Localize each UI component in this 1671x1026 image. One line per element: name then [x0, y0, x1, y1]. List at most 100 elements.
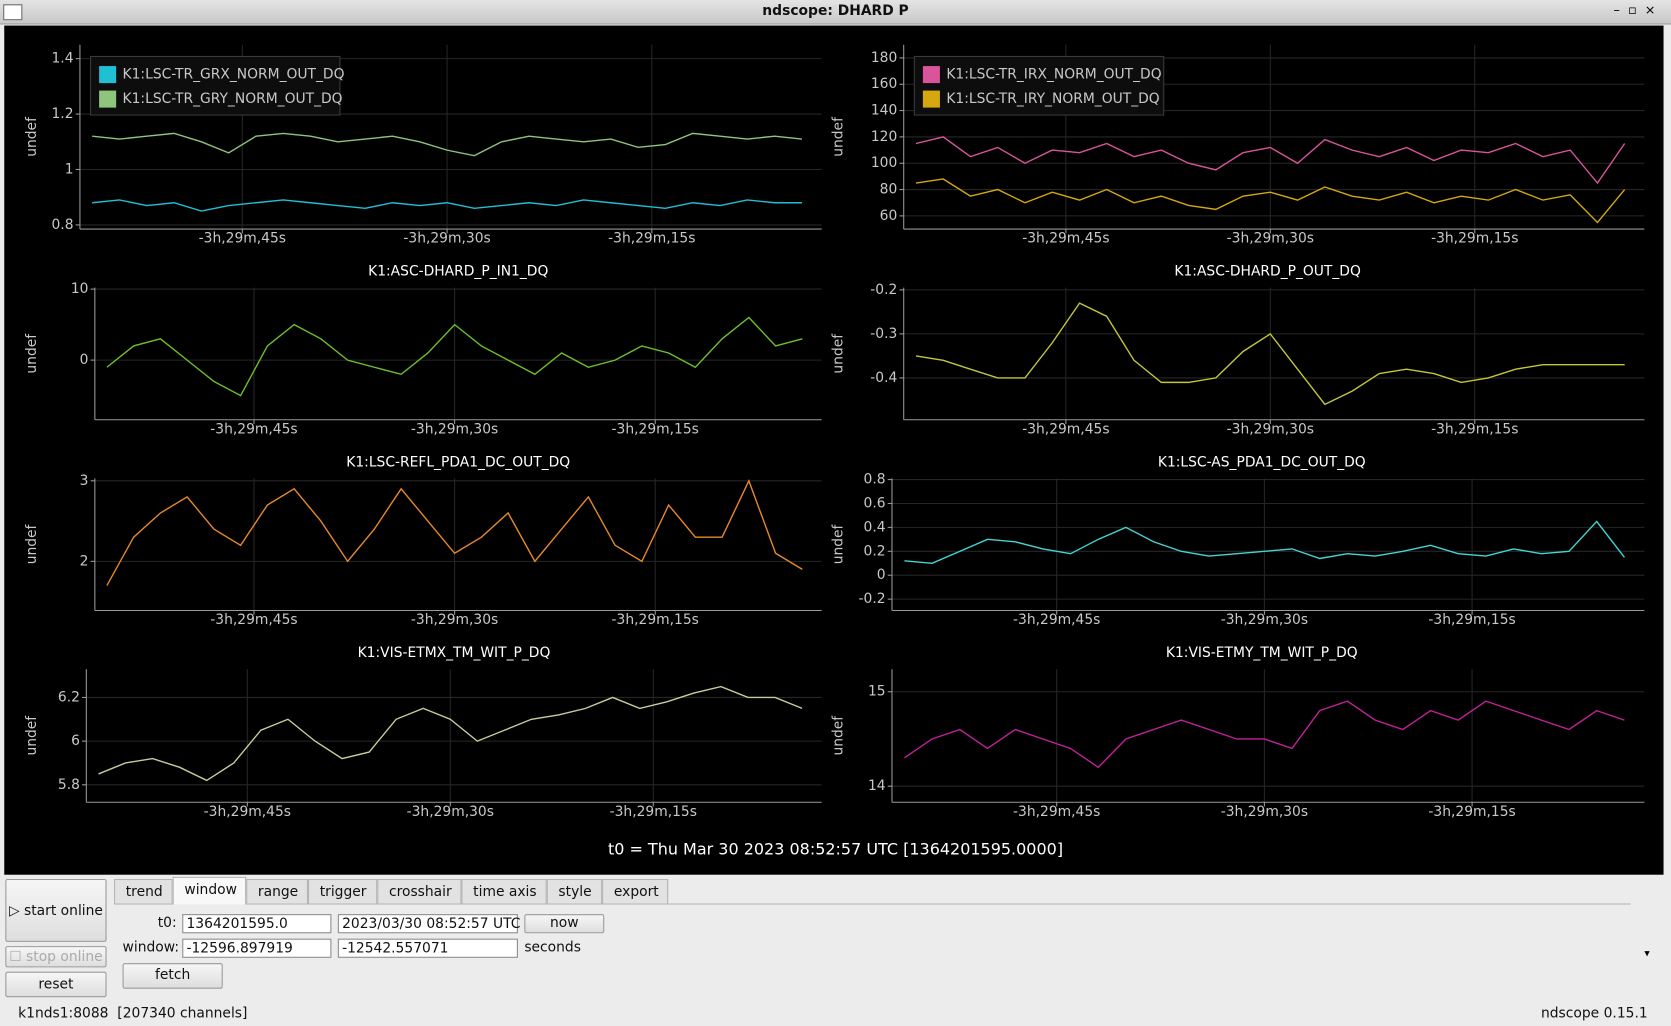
trace [106, 479, 803, 586]
window-start-input[interactable]: -12596.897919 [182, 938, 332, 958]
legend-label: K1:LSC-TR_IRY_NORM_OUT_DQ [946, 91, 1159, 107]
y-tick-label: 100 [871, 155, 897, 171]
x-tick-label: -3h,29m,30s [411, 612, 498, 628]
x-tick-label: -3h,29m,30s [1227, 231, 1314, 247]
legend-box [913, 55, 1165, 116]
y-tick-label: 80 [880, 182, 898, 198]
t0-utc-input[interactable]: 2023/03/30 08:52:57 UTC [337, 914, 520, 934]
y-axis-label: undef [831, 523, 847, 564]
y-tick-label: 0.4 [864, 519, 886, 535]
plot-title: K1:ASC-DHARD_P_IN1_DQ [368, 264, 548, 280]
legend-swatch [922, 66, 940, 84]
y-tick-label: 6 [71, 733, 80, 749]
window-field-label: window: [122, 939, 180, 956]
y-tick-label: 0.8 [51, 217, 73, 233]
x-tick-label: -3h,29m,45s [199, 231, 286, 247]
plot-title: K1:VIS-ETMY_TM_WIT_P_DQ [1166, 645, 1358, 661]
y-tick-label: 0.2 [864, 543, 886, 559]
x-tick-label: -3h,29m,15s [608, 231, 695, 247]
x-tick-label: -3h,29m,15s [612, 612, 699, 628]
y-tick-label: 180 [871, 50, 897, 66]
y-tick-label: 6.2 [58, 689, 80, 705]
x-tick-label: -3h,29m,45s [204, 804, 291, 820]
status-server: k1nds1:8088 [207340 channels] [18, 1005, 248, 1022]
x-tick-label: -3h,29m,15s [612, 421, 699, 437]
trace [915, 302, 1625, 406]
tab[interactable]: trigger [307, 878, 378, 904]
x-tick-label: -3h,29m,30s [1227, 421, 1314, 437]
plots: 0.8 1 1.2 1.4 -3h,29m,45s -3h,29m,30s -3h,29m,… [24, 44, 1645, 820]
window-units: seconds [524, 939, 581, 956]
t0-gps-input[interactable]: 1364201595.0 [182, 914, 332, 934]
y-axis-label: undef [831, 715, 847, 756]
window-end-input[interactable]: -12542.557071 [337, 938, 518, 958]
x-tick-label: -3h,29m,15s [1431, 231, 1518, 247]
y-axis-label: undef [24, 116, 40, 157]
tab[interactable]: time axis [461, 878, 547, 904]
y-axis-label: undef [24, 523, 40, 564]
tab[interactable]: crosshair [377, 878, 462, 904]
start-online-button[interactable]: ▷ start online [5, 878, 107, 942]
y-tick-label: 3 [80, 473, 89, 489]
status-version: ndscope 0.15.1 [1540, 1005, 1648, 1022]
y-tick-label: 2 [80, 553, 89, 569]
y-tick-label: 0 [80, 352, 89, 368]
y-axis-label: undef [831, 333, 847, 374]
y-tick-label: -0.2 [870, 282, 897, 298]
x-tick-label: -3h,29m,15s [1428, 612, 1515, 628]
plot-title: K1:LSC-AS_PDA1_DC_OUT_DQ [1158, 454, 1366, 470]
trace [106, 316, 803, 397]
legend-label: K1:LSC-TR_GRY_NORM_OUT_DQ [123, 91, 343, 107]
x-tick-label: -3h,29m,30s [1221, 612, 1308, 628]
tab[interactable]: style [546, 878, 603, 904]
x-tick-label: -3h,29m,15s [610, 804, 697, 820]
y-tick-label: 120 [871, 129, 897, 145]
y-tick-label: 1.2 [51, 106, 73, 122]
reset-button[interactable]: reset [5, 971, 107, 998]
tab[interactable]: export [602, 878, 669, 904]
y-tick-label: 140 [871, 103, 897, 119]
legend: K1:LSC-TR_IRX_NORM_OUT_DQ K1:LSC-TR_IRY_N… [913, 55, 1165, 116]
stop-online-text: stop online [26, 949, 103, 966]
y-tick-label: -0.3 [870, 326, 897, 342]
x-tick-label: -3h,29m,30s [407, 804, 494, 820]
trace [904, 700, 1625, 769]
x-tick-label: -3h,29m,30s [403, 231, 490, 247]
y-axis-label: undef [24, 333, 40, 374]
plot-title: K1:ASC-DHARD_P_OUT_DQ [1174, 264, 1361, 280]
plot-title: K1:VIS-ETMX_TM_WIT_P_DQ [358, 645, 551, 661]
now-button[interactable]: now [524, 914, 605, 934]
y-tick-label: 15 [868, 684, 886, 700]
tab[interactable]: range [246, 878, 308, 904]
trace [92, 199, 802, 212]
window-icon [3, 4, 23, 21]
x-tick-label: -3h,29m,45s [1013, 612, 1100, 628]
plot-title: K1:LSC-REFL_PDA1_DC_OUT_DQ [346, 454, 570, 470]
plot-area [4, 25, 1664, 875]
y-axis-label: undef [831, 116, 847, 157]
trace [915, 136, 1626, 185]
legend-box [90, 55, 341, 116]
window-controls[interactable]: – ▫ × [1613, 2, 1656, 18]
y-tick-label: 0.8 [864, 472, 886, 488]
legend-label: K1:LSC-TR_IRX_NORM_OUT_DQ [946, 67, 1161, 83]
x-tick-label: -3h,29m,15s [1431, 421, 1518, 437]
y-tick-label: 1 [65, 161, 74, 177]
legend-label: K1:LSC-TR_GRX_NORM_OUT_DQ [123, 67, 345, 83]
panel-arrow[interactable]: ▾ [1644, 948, 1650, 960]
y-tick-label: 0 [877, 567, 886, 583]
legend: K1:LSC-TR_GRX_NORM_OUT_DQ K1:LSC-TR_GRY_N… [90, 55, 345, 116]
tab-panel-border [114, 903, 1631, 905]
y-tick-label: -0.4 [870, 370, 897, 386]
fetch-button[interactable]: fetch [122, 963, 223, 989]
t0-label: t0 = Thu Mar 30 2023 08:52:57 UTC [13642… [607, 839, 1064, 859]
y-tick-label: 160 [871, 76, 897, 92]
legend-swatch [922, 90, 940, 108]
x-tick-label: -3h,29m,45s [1022, 231, 1109, 247]
trace [98, 685, 803, 782]
legend-swatch [99, 90, 117, 108]
tab[interactable]: trend [114, 878, 173, 904]
y-tick-label: 10 [71, 281, 89, 297]
tab[interactable]: window [172, 876, 247, 905]
